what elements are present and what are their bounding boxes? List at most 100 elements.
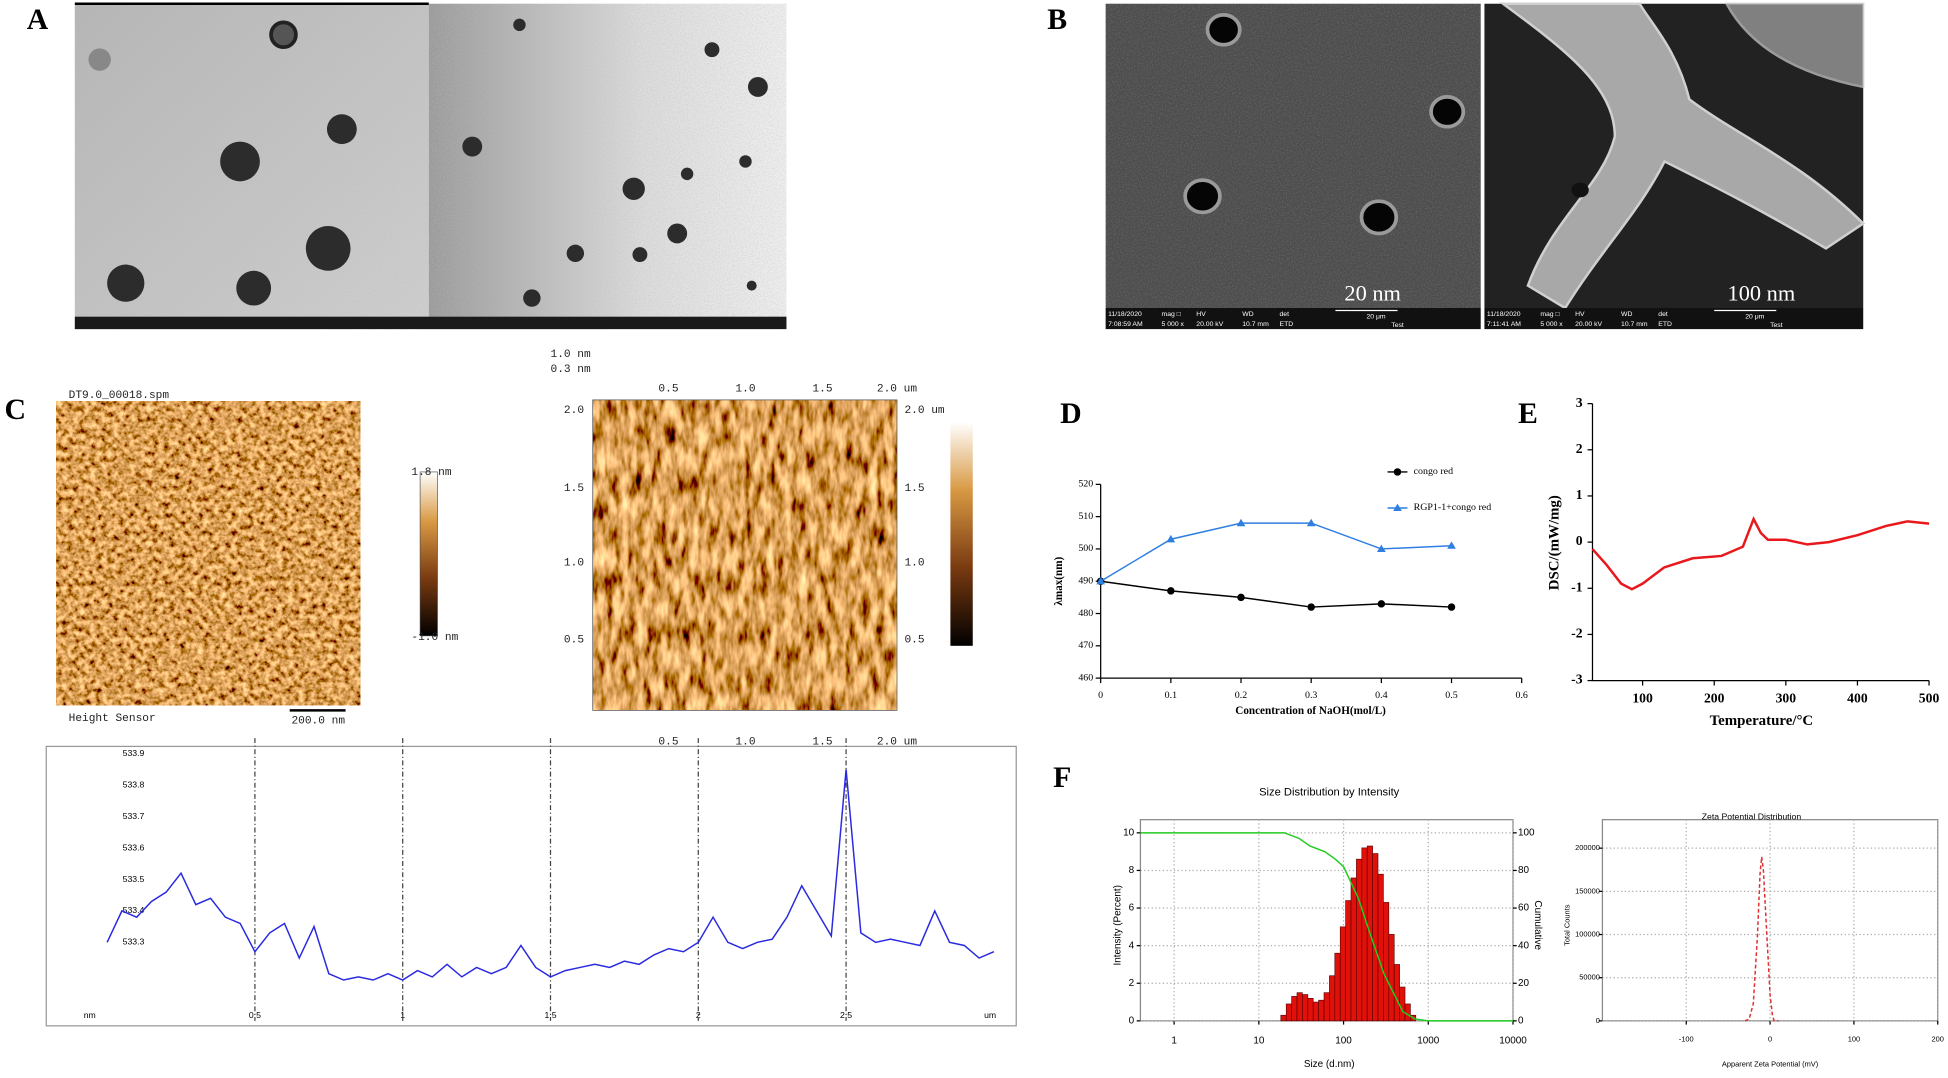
colorbar-label: -1.0 nm: [411, 632, 458, 644]
y-tick-label: 533.7: [123, 811, 145, 821]
y-tick-label: 533.8: [123, 780, 145, 790]
sem-info: Test: [1391, 322, 1404, 329]
sem-info: 20 μm: [1366, 313, 1385, 320]
panel-label: D: [1060, 397, 1082, 430]
x-tick-label: 10: [1253, 1035, 1265, 1046]
y-tick-label: 480: [1078, 608, 1093, 619]
sem-info: mag □: [1540, 311, 1559, 318]
legend-label: congo red: [1414, 466, 1453, 477]
series-line: [1591, 516, 1930, 591]
x-tick-label: 0.1: [1165, 690, 1177, 701]
afm-tick: 0.5: [658, 736, 678, 748]
y-tick-label: -2: [1571, 626, 1583, 641]
y-tick-label: 533.9: [123, 748, 145, 758]
bar: [1334, 952, 1341, 1022]
y-tick-label: 100000: [1575, 929, 1600, 938]
panel-label: E: [1518, 397, 1538, 430]
afm-tick: 2.0: [564, 405, 584, 417]
afm-file: DT9.0_00018.spm: [69, 390, 170, 402]
x-tick-label: 0.3: [1305, 690, 1317, 701]
bar: [1312, 1001, 1319, 1022]
profile-frame: [45, 745, 1017, 1027]
afm-3d: 1.0 nm 0.3 nm 0.5 1.0 1.5 2.0 um 0.5 1.0 1.5 2.…: [551, 349, 973, 748]
x-axis-label: Temperature/°C: [1710, 713, 1814, 729]
y-axis-label: λmax(nm): [1053, 557, 1065, 606]
bar: [1361, 847, 1368, 1022]
series-line: [1744, 856, 1779, 1022]
bar: [1350, 877, 1357, 1022]
afm-tick: 1.5: [904, 483, 924, 495]
chart: -100 0 100 200 0 50000 100000 150000 200000 Zeta …: [1563, 811, 1944, 1068]
x-axis-label: Apparent Zeta Potential (mV): [1722, 1059, 1819, 1068]
marker: [1236, 518, 1246, 527]
bar: [1377, 873, 1384, 1022]
y-tick-label: 50000: [1579, 973, 1600, 982]
legend-label: RGP1-1+congo red: [1414, 502, 1492, 513]
x-tick-label: 0.5: [249, 1010, 261, 1020]
marker: [1447, 541, 1456, 549]
y-tick-label: 533.3: [123, 937, 145, 947]
x-tick-label: 1000: [1417, 1035, 1440, 1046]
y2-tick-label: 0: [1518, 1015, 1524, 1026]
bar: [1383, 902, 1390, 1022]
afm-tick: 0.5: [564, 635, 584, 647]
y-tick-label: 6: [1129, 903, 1135, 914]
sem-info: 5 000 x: [1162, 321, 1185, 328]
y-axis-label: Intensity (Percent): [1113, 885, 1124, 966]
y-tick-label: 0: [1576, 533, 1583, 548]
y-tick-label: 460: [1078, 672, 1093, 683]
x-tick-label: 10000: [1499, 1035, 1527, 1046]
y-tick-label: 470: [1078, 640, 1093, 651]
series-line: [1140, 832, 1513, 1022]
y-tick-label: 200000: [1575, 843, 1600, 852]
afm-tick: 1.0: [564, 558, 584, 570]
y-tick-label: 2: [1576, 441, 1583, 456]
bar: [1339, 926, 1346, 1022]
x-tick-label: 0: [1768, 1034, 1772, 1043]
afm-tick: 0.5: [658, 384, 678, 396]
sem-info: 10.7 mm: [1621, 321, 1648, 328]
sem-info: det: [1658, 311, 1668, 318]
bar: [1393, 964, 1400, 1022]
y-tick-label: 4: [1129, 940, 1135, 951]
y-tick-label: 533.6: [123, 842, 145, 852]
marker: [1237, 593, 1245, 602]
sem-info: Test: [1770, 322, 1783, 329]
marker: [1377, 544, 1386, 553]
afm-tick: 1.5: [564, 483, 584, 495]
x-tick-label: 0.2: [1235, 690, 1247, 701]
marker: [1377, 600, 1386, 608]
sem-info: 11/18/2020: [1108, 311, 1142, 318]
y-tick-label: 0: [1596, 1016, 1600, 1025]
afm-2d: DT9.0_00018.spm 1.8 nm -1.0 nm Height Se…: [56, 390, 459, 727]
x-axis-label: Concentration of NaOH(mol/L): [1235, 705, 1386, 717]
dls-frame: [1139, 819, 1514, 1022]
y2-axis-label: Cumulative: [1532, 900, 1543, 950]
x-tick-label: 0.6: [1515, 690, 1527, 701]
bar: [1323, 992, 1330, 1022]
x-tick-label: 100: [1335, 1035, 1352, 1046]
sem-info: HV: [1575, 311, 1585, 318]
panel-label: B: [1047, 3, 1067, 36]
afm-tick: 2.0 um: [877, 736, 917, 748]
y2-tick-label: 60: [1518, 903, 1530, 914]
bar: [1291, 996, 1298, 1022]
sem-info: ETD: [1280, 321, 1294, 328]
legend-marker: [1393, 468, 1402, 476]
series-line: [106, 769, 995, 981]
chart: 0 0.1 0.2 0.3 0.4 0.5 0.6 460 470 480 490 500 510 520…: [1053, 466, 1528, 717]
afm-tick: 2.0 um: [904, 405, 944, 417]
marker: [1166, 534, 1176, 543]
y-tick-label: 3: [1576, 395, 1583, 410]
bar: [1302, 994, 1309, 1022]
y-tick-label: 533.5: [123, 874, 145, 884]
bar: [1399, 986, 1406, 1022]
x-tick-label: -100: [1679, 1034, 1694, 1043]
tem-images: [74, 2, 787, 330]
x-tick-label: 0.4: [1375, 690, 1387, 701]
x-tick-label: 0.5: [1445, 690, 1457, 701]
y-tick-label: 490: [1078, 576, 1093, 587]
x-tick-label: 2: [696, 1010, 701, 1020]
afm-tick: 2.0 um: [877, 384, 917, 396]
